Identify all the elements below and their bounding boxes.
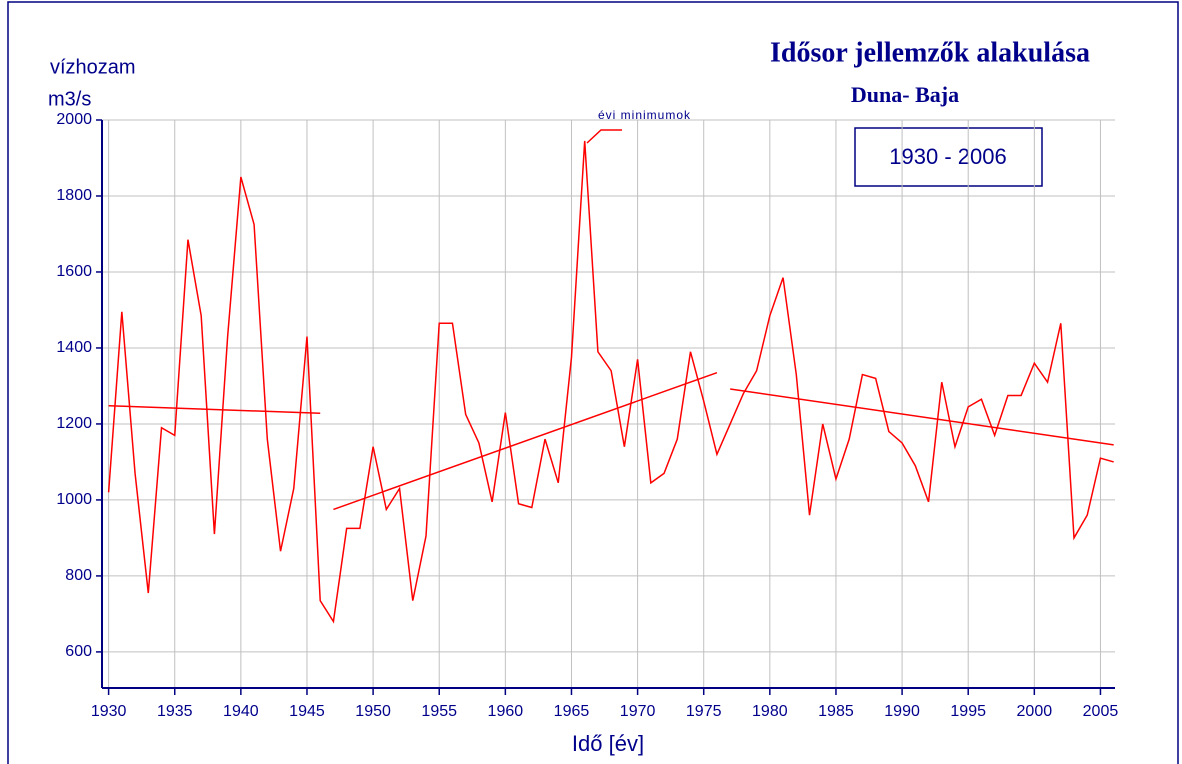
y-tick-label: 600 (65, 643, 92, 660)
chart-title: Idősor jellemzők alakulása (770, 37, 1090, 68)
x-tick-label: 1950 (355, 703, 391, 720)
x-tick-label: 1985 (818, 703, 854, 720)
series-annotation: évi minimumok (598, 108, 691, 122)
plot (107, 140, 1114, 624)
x-tick-label: 1990 (884, 703, 920, 720)
annotation-leader (586, 129, 622, 144)
x-tick-label: 2000 (1017, 703, 1053, 720)
y-tick-label: 2000 (56, 111, 92, 128)
x-tick-label: 1960 (488, 703, 524, 720)
x-tick-label: 1935 (157, 703, 193, 720)
y-axis-unit: m3/s (48, 88, 91, 110)
trend-line (333, 371, 718, 511)
x-axis-label: Idő [év] (572, 731, 644, 756)
y-tick-label: 1000 (56, 491, 92, 508)
x-tick-label: 1940 (223, 703, 259, 720)
period-box (854, 127, 1043, 187)
period-label: 1930 - 2006 (889, 144, 1006, 169)
trend-line (730, 388, 1114, 446)
x-tick-label: 1945 (289, 703, 325, 720)
x-tick-label: 1970 (620, 703, 656, 720)
x-tick-label: 1995 (950, 703, 986, 720)
y-tick-label: 1600 (56, 263, 92, 280)
x-tick-label: 1955 (421, 703, 457, 720)
y-tick-label: 1200 (56, 415, 92, 432)
x-tick-label: 1975 (686, 703, 722, 720)
x-tick-label: 1980 (752, 703, 788, 720)
y-tick-label: 1400 (56, 339, 92, 356)
x-tick-label: 1965 (554, 703, 590, 720)
y-tick-label: 800 (65, 567, 92, 584)
grid (102, 119, 1115, 688)
trend-line (108, 404, 321, 415)
y-tick-label: 1800 (56, 187, 92, 204)
x-tick-label: 2005 (1083, 703, 1119, 720)
frame (7, 1, 1179, 764)
chart-subtitle: Duna- Baja (851, 82, 959, 107)
y-axis-label: vízhozam (50, 56, 136, 78)
x-tick-label: 1930 (91, 703, 127, 720)
series-line (107, 140, 1114, 624)
